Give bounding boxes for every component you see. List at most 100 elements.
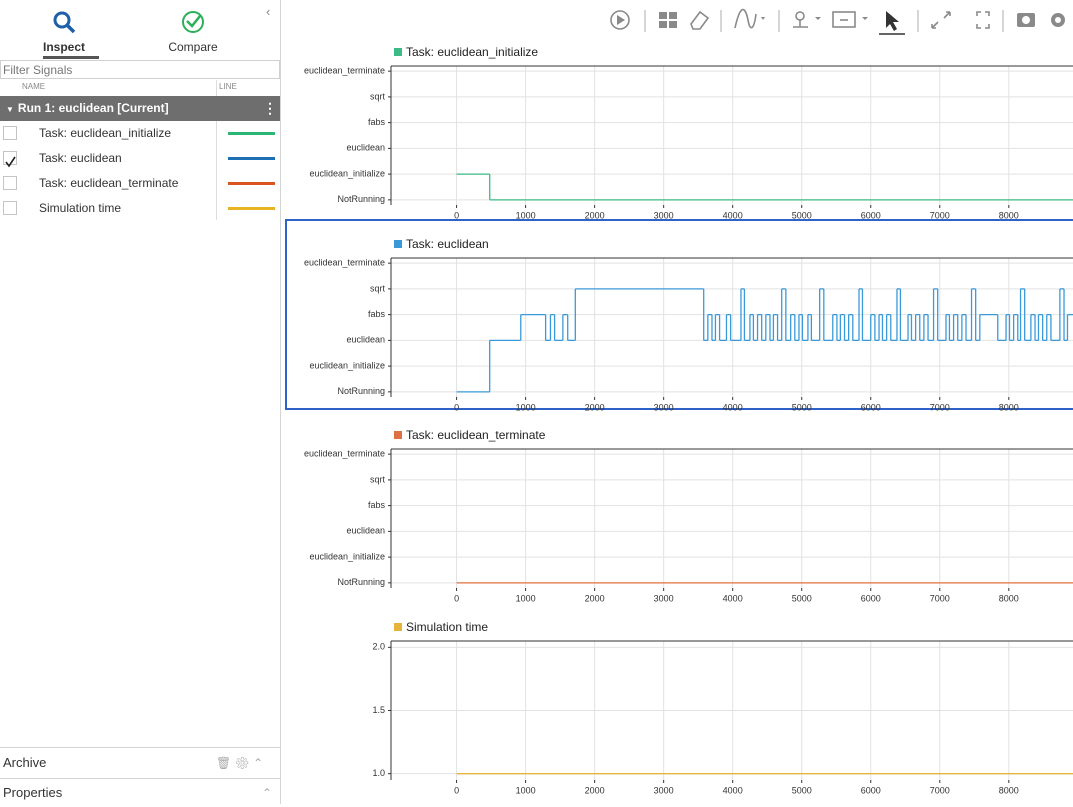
x-tick-label: 3000 — [654, 785, 674, 795]
chart-title: Simulation time — [406, 620, 488, 634]
x-tick-label: 0 — [454, 402, 459, 412]
fullscreen-button[interactable] — [977, 12, 989, 28]
x-tick-label: 2000 — [585, 402, 605, 412]
layout-button[interactable] — [659, 12, 677, 28]
legend-swatch — [394, 623, 402, 631]
signal-row[interactable]: Task: euclidean_terminate — [0, 171, 280, 196]
x-tick-label: 1000 — [516, 402, 536, 412]
x-tick-label: 1000 — [516, 210, 536, 220]
properties-label: Properties — [3, 785, 62, 800]
signal-style-button[interactable] — [735, 10, 756, 28]
y-tick-label: euclidean_initialize — [309, 168, 385, 178]
y-tick-label: sqrt — [370, 283, 386, 293]
x-tick-label: 5000 — [792, 593, 812, 603]
x-tick-label: 2000 — [585, 210, 605, 220]
x-tick-label: 0 — [454, 593, 459, 603]
y-tick-label: euclidean_terminate — [304, 449, 385, 459]
properties-section[interactable]: Properties ⌃ — [0, 778, 280, 804]
y-tick-label: euclidean_initialize — [309, 551, 385, 561]
run-row[interactable]: ▼Run 1: euclidean [Current] ⋮ — [0, 96, 280, 121]
run-menu[interactable]: ⋮ — [263, 96, 277, 121]
inspect-icon — [50, 8, 80, 38]
tab-underline — [43, 56, 99, 59]
chart: Task: euclidean 0 1000 2000 3000 4000 5000 6000… — [286, 220, 1073, 412]
chart: Simulation time0100020003000400050006000… — [372, 620, 1073, 795]
x-tick-label: 7000 — [930, 593, 950, 603]
x-tick-label: 5000 — [792, 785, 812, 795]
checkbox[interactable] — [3, 201, 17, 215]
y-tick-label: 1.5 — [372, 705, 385, 715]
archive-section[interactable]: Archive 🗑 ⚙ ⌃ — [0, 747, 280, 778]
y-tick-label: euclidean_initialize — [309, 360, 385, 370]
signal-line — [457, 174, 1073, 200]
x-tick-label: 0 — [454, 210, 459, 220]
signal-row[interactable]: Simulation time — [0, 196, 280, 221]
y-tick-label: euclidean — [346, 526, 385, 536]
x-tick-label: 8000 — [999, 402, 1019, 412]
y-tick-label: NotRunning — [337, 194, 385, 204]
y-tick-label: NotRunning — [337, 577, 385, 587]
sidebar: Inspect Compare ‹ Filter Signals NAME LI… — [0, 0, 281, 804]
line-swatch — [228, 132, 275, 135]
x-tick-label: 8000 — [999, 785, 1019, 795]
signal-name: Task: euclidean — [39, 146, 122, 171]
x-tick-label: 1000 — [516, 593, 536, 603]
chart-title: Task: euclidean — [406, 237, 489, 251]
filter-input[interactable]: Filter Signals — [0, 60, 280, 79]
legend-swatch — [394, 431, 402, 439]
signal-name: Task: euclidean_terminate — [39, 171, 178, 196]
y-tick-label: 1.0 — [372, 768, 385, 778]
line-swatch — [228, 182, 275, 185]
checkbox[interactable] — [3, 126, 17, 140]
y-tick-label: euclidean — [346, 335, 385, 345]
column-header: NAME — [22, 82, 45, 91]
x-tick-label: 5000 — [792, 402, 812, 412]
collapse-button[interactable]: ‹ — [266, 4, 270, 19]
legend-swatch — [394, 240, 402, 248]
legend-swatch — [394, 48, 402, 56]
x-tick-label: 3000 — [654, 593, 674, 603]
y-tick-label: 2.0 — [372, 642, 385, 652]
compare-tab[interactable]: Compare — [153, 40, 233, 54]
signal-name: Task: euclidean_initialize — [39, 121, 171, 146]
cursor-button[interactable] — [796, 12, 804, 20]
pointer-button[interactable] — [886, 11, 899, 31]
toolbar — [611, 10, 1065, 34]
fit-button[interactable] — [932, 12, 950, 28]
x-tick-label: 3000 — [654, 210, 674, 220]
y-tick-label: fabs — [368, 117, 386, 127]
y-tick-label: fabs — [368, 309, 386, 319]
x-tick-label: 2000 — [585, 785, 605, 795]
x-tick-label: 8000 — [999, 593, 1019, 603]
run-name: Run 1: euclidean [Current] — [18, 101, 169, 115]
y-tick-label: euclidean — [346, 143, 385, 153]
chart-title: Task: euclidean_initialize — [406, 45, 538, 59]
x-tick-label: 5000 — [792, 210, 812, 220]
column-header: LINE — [219, 82, 237, 91]
signal-row[interactable]: Task: euclidean_initialize — [0, 121, 280, 146]
archive-label: Archive — [3, 755, 46, 770]
x-tick-label: 7000 — [930, 402, 950, 412]
line-swatch — [228, 207, 275, 210]
check-mark — [4, 156, 16, 168]
compare-icon — [180, 9, 208, 37]
line-swatch — [228, 157, 275, 160]
x-tick-label: 4000 — [723, 210, 743, 220]
y-tick-label: NotRunning — [337, 386, 385, 396]
x-tick-label: 6000 — [861, 210, 881, 220]
x-tick-label: 6000 — [861, 785, 881, 795]
checkbox[interactable] — [3, 176, 17, 190]
checkbox[interactable] — [3, 151, 17, 165]
chart: Task: euclidean_terminate010002000300040… — [304, 428, 1073, 603]
x-tick-label: 7000 — [930, 785, 950, 795]
clear-button[interactable] — [691, 12, 708, 29]
signal-row[interactable]: Task: euclidean — [0, 146, 280, 171]
x-tick-label: 0 — [454, 785, 459, 795]
x-tick-label: 1000 — [516, 785, 536, 795]
inspect-tab[interactable]: Inspect — [24, 40, 104, 54]
x-tick-label: 4000 — [723, 402, 743, 412]
y-tick-label: sqrt — [370, 91, 386, 101]
x-tick-label: 6000 — [861, 402, 881, 412]
x-tick-label: 3000 — [654, 402, 674, 412]
